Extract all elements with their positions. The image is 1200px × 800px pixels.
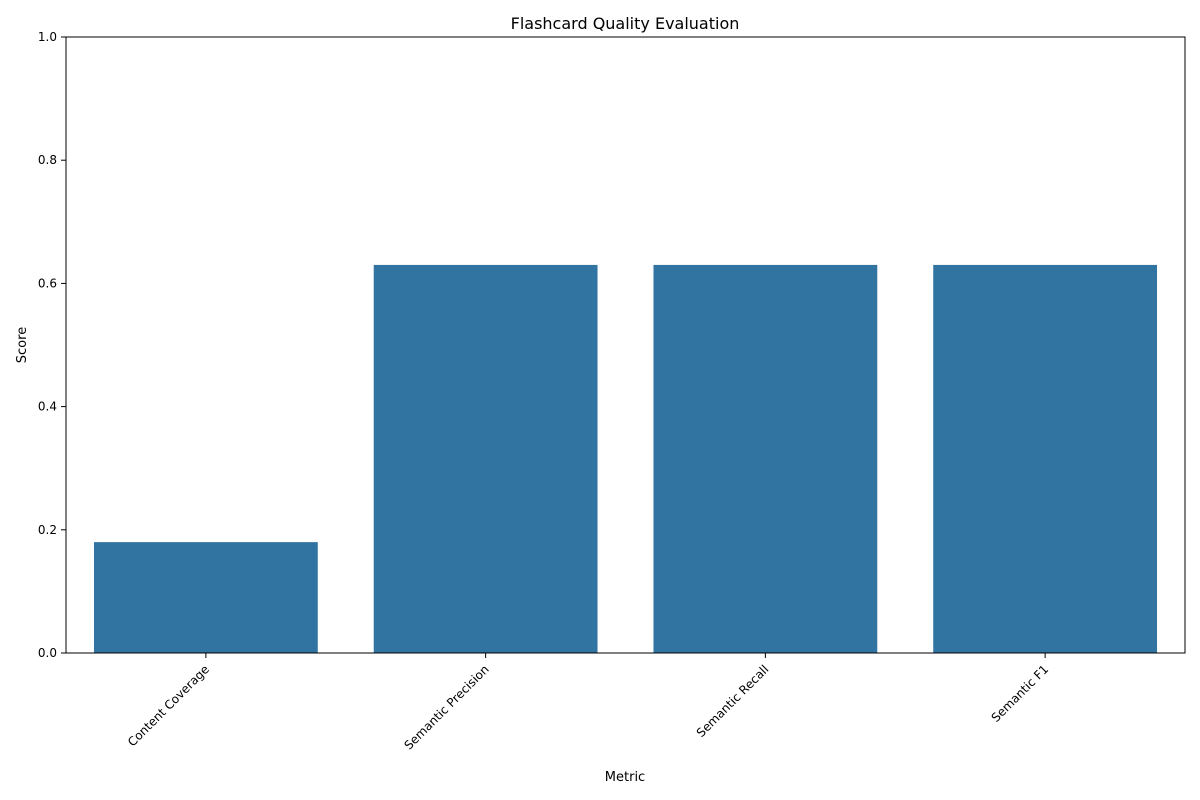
- bar-content-coverage: [93, 542, 318, 653]
- bar-semantic-precision: [373, 264, 598, 653]
- x-tick-label: Semantic Precision: [401, 662, 491, 752]
- bar-semantic-f1: [933, 264, 1158, 653]
- y-axis-label: Score: [15, 327, 30, 363]
- y-tick-label: 0.0: [38, 646, 57, 660]
- plot-area-frame: [65, 36, 1186, 654]
- x-tick-label: Semantic Recall: [694, 662, 772, 740]
- y-tick-label: 0.8: [38, 153, 57, 167]
- y-tick-label: 0.6: [38, 276, 57, 290]
- y-axis-ticks: 0.0 0.2 0.4 0.6 0.8 1.0: [38, 30, 66, 660]
- bars-group: [93, 264, 1158, 653]
- x-tick-label: Content Coverage: [125, 662, 212, 749]
- y-tick-label: 0.2: [38, 523, 57, 537]
- x-axis-ticks: Content Coverage Semantic Precision Semant…: [125, 653, 1051, 752]
- y-tick-label: 0.4: [38, 400, 57, 414]
- bar-semantic-recall: [653, 264, 878, 653]
- y-tick-label: 1.0: [38, 30, 57, 44]
- x-tick-label: Semantic F1: [989, 662, 1052, 725]
- x-axis-label: Metric: [605, 770, 645, 785]
- chart-title: Flashcard Quality Evaluation: [511, 14, 740, 33]
